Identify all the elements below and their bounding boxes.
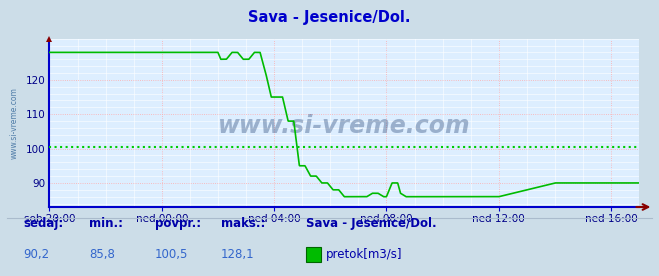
Text: 128,1: 128,1 [221,248,254,261]
Text: 100,5: 100,5 [155,248,188,261]
Text: 85,8: 85,8 [89,248,115,261]
Text: povpr.:: povpr.: [155,217,201,230]
Text: Sava - Jesenice/Dol.: Sava - Jesenice/Dol. [248,10,411,25]
Text: Sava - Jesenice/Dol.: Sava - Jesenice/Dol. [306,217,437,230]
Text: www.si-vreme.com: www.si-vreme.com [218,114,471,138]
Text: www.si-vreme.com: www.si-vreme.com [9,87,18,159]
Text: maks.:: maks.: [221,217,265,230]
Text: 90,2: 90,2 [23,248,49,261]
Text: sedaj:: sedaj: [23,217,63,230]
Text: pretok[m3/s]: pretok[m3/s] [326,248,403,261]
Text: min.:: min.: [89,217,123,230]
